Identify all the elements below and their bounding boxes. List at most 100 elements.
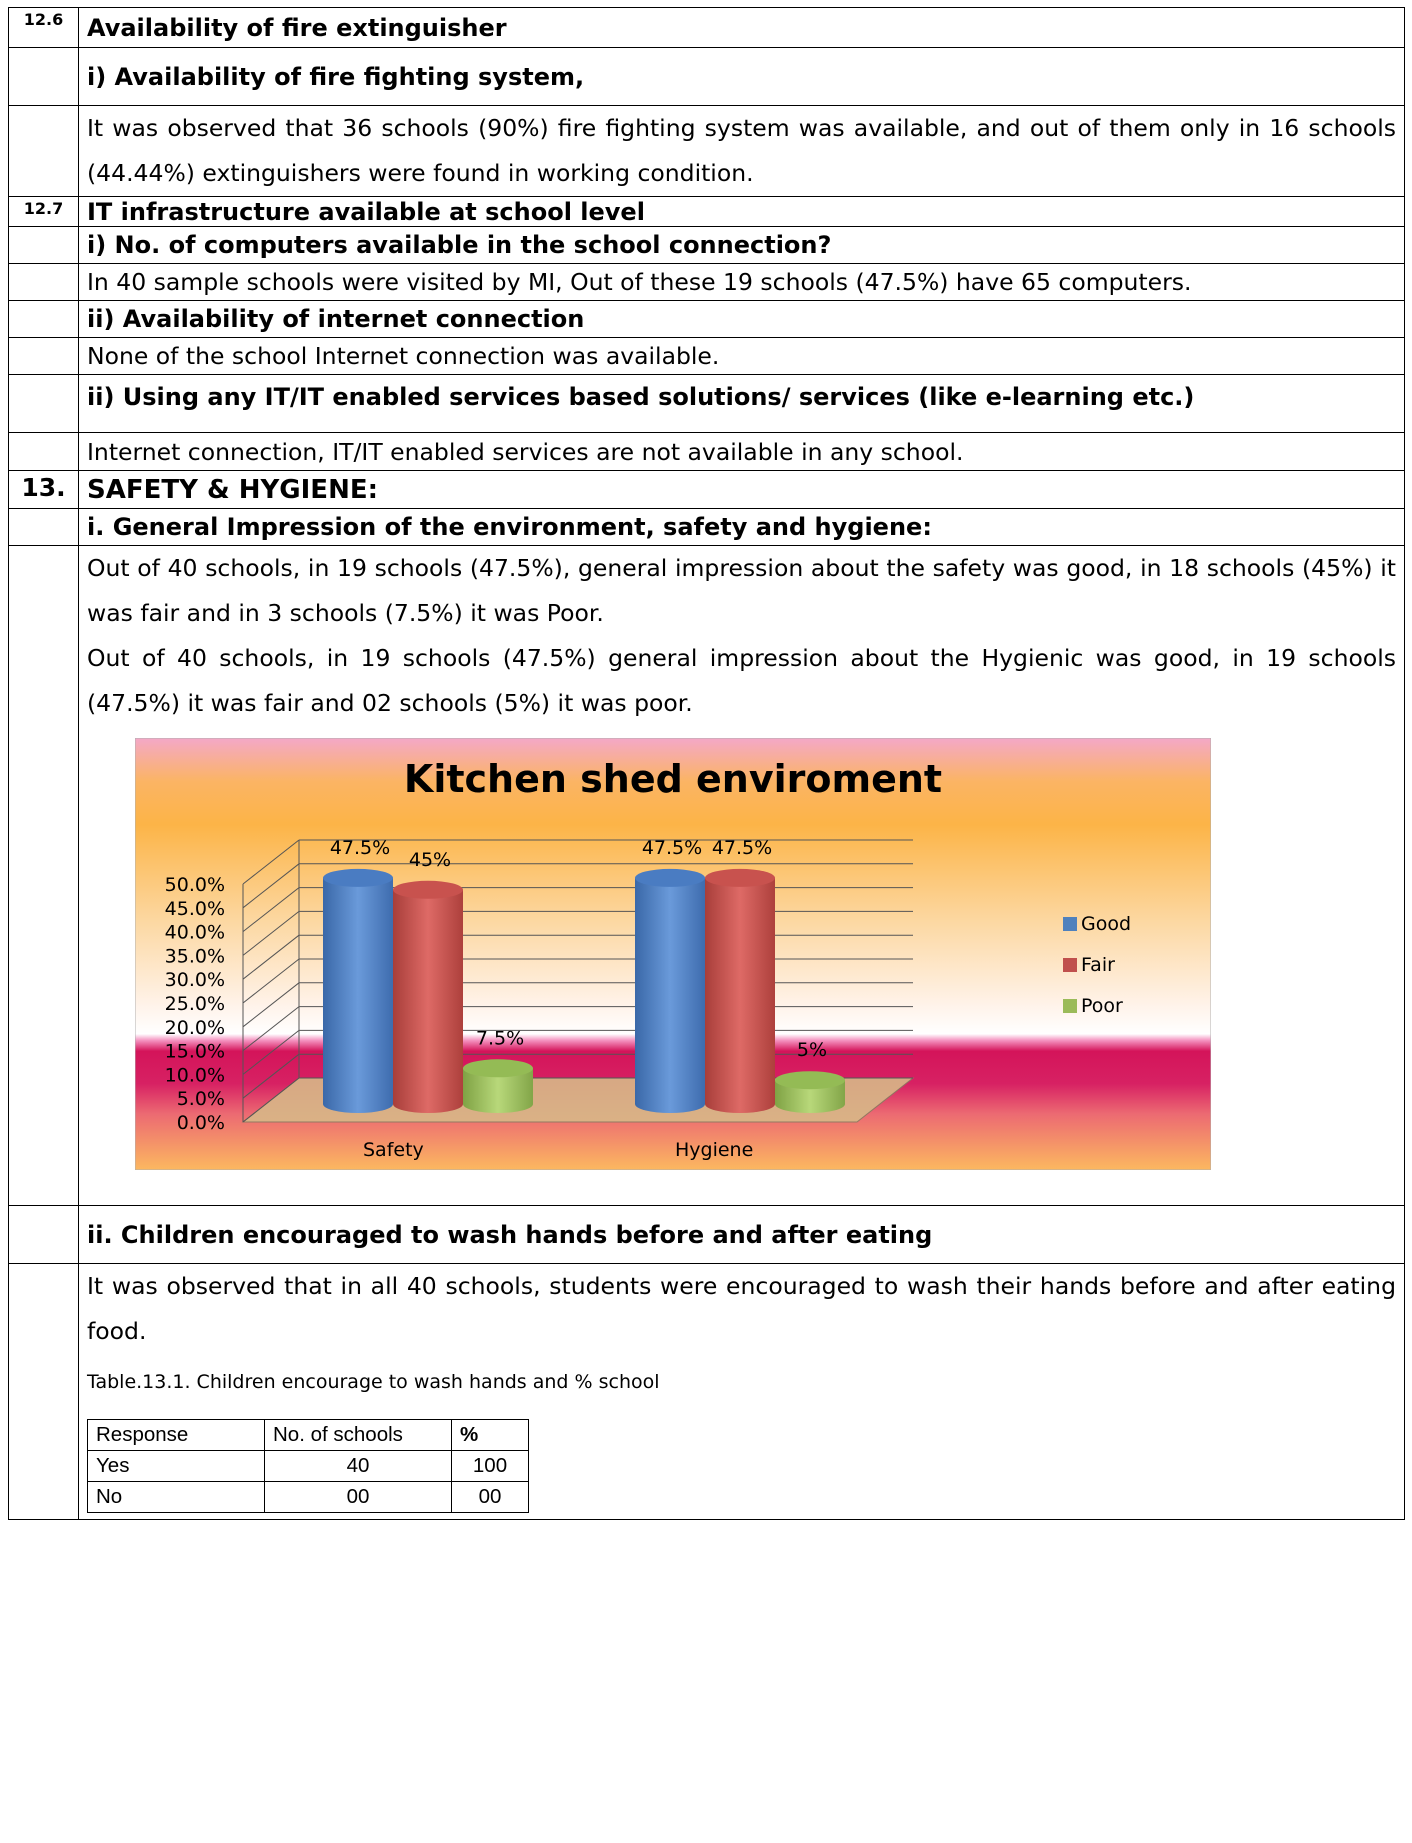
data-label: 47.5% bbox=[642, 837, 702, 859]
legend-label: Poor bbox=[1081, 995, 1123, 1017]
gridline-side bbox=[242, 958, 300, 1004]
paragraph: It was observed that 36 schools (90%) fi… bbox=[78, 105, 1405, 197]
y-tick-label: 20.0% bbox=[165, 1017, 225, 1039]
gridline-side bbox=[242, 887, 300, 932]
chart-container: 0.0% 5.0% 10.0% 15.0% 20.0% 25.0% 30.0% 35.0% 40… bbox=[135, 738, 1211, 1170]
y-tick-label: 40.0% bbox=[165, 922, 225, 944]
gridline-side bbox=[242, 911, 300, 956]
blank-cell bbox=[8, 337, 79, 375]
y-tick-label: 0.0% bbox=[177, 1112, 225, 1134]
y-tick-label: 25.0% bbox=[165, 993, 225, 1015]
bar-top bbox=[635, 868, 705, 887]
gridline-side bbox=[242, 1077, 300, 1123]
data-label: 5% bbox=[797, 1039, 827, 1061]
blank-cell bbox=[8, 300, 79, 338]
gridline-side bbox=[242, 1030, 300, 1075]
y-tick-label: 50.0% bbox=[165, 874, 225, 896]
y-tick-label: 15.0% bbox=[165, 1041, 225, 1063]
paragraph: It was observed that in all 40 schools, … bbox=[87, 1272, 1396, 1345]
bar-top bbox=[323, 868, 393, 887]
legend-label: Fair bbox=[1081, 954, 1115, 976]
legend-swatch-poor bbox=[1063, 999, 1077, 1013]
blank-cell bbox=[8, 226, 79, 264]
y-tick-label: 10.0% bbox=[165, 1064, 225, 1086]
bar-base bbox=[705, 1095, 775, 1113]
bar-base bbox=[323, 1095, 393, 1113]
table-header: % bbox=[451, 1419, 529, 1451]
blank-cell bbox=[8, 105, 79, 197]
paragraph: Out of 40 schools, in 19 schools (47.5%)… bbox=[87, 554, 1396, 627]
bar-top bbox=[775, 1071, 845, 1090]
handwash-table: Response No. of schools % Yes 40 100 No … bbox=[87, 1419, 529, 1513]
gridline-side bbox=[242, 982, 300, 1028]
table-cell: 40 bbox=[264, 1450, 452, 1482]
y-tick-label: 35.0% bbox=[165, 945, 225, 967]
kitchen-shed-chart: 0.0%5.0%10.0%15.0%20.0%25.0%30.0%35.0%40… bbox=[135, 738, 1211, 1170]
legend-swatch-fair bbox=[1063, 958, 1077, 972]
bar-good bbox=[635, 877, 705, 1104]
gridline-side bbox=[242, 1053, 300, 1099]
subsection-heading: i) Availability of fire fighting system, bbox=[78, 47, 1405, 106]
bar-good bbox=[323, 877, 393, 1104]
question-heading: ii) Using any IT/IT enabled services bas… bbox=[78, 374, 1405, 433]
question-heading: i) No. of computers available in the sch… bbox=[78, 226, 1405, 264]
section-number: 12.6 bbox=[8, 7, 79, 48]
bar-top bbox=[705, 868, 775, 887]
table-cell: 00 bbox=[264, 1481, 452, 1513]
legend-label: Good bbox=[1081, 913, 1131, 935]
x-category-label: Safety bbox=[363, 1139, 424, 1161]
y-tick-label: 45.0% bbox=[165, 898, 225, 920]
blank-cell bbox=[8, 545, 79, 1206]
data-label: 7.5% bbox=[476, 1027, 524, 1049]
bar-base bbox=[393, 1095, 463, 1113]
data-label: 47.5% bbox=[330, 837, 390, 859]
subsection-heading: i. General Impression of the environment… bbox=[78, 508, 1405, 546]
blank-cell bbox=[8, 374, 79, 433]
section-heading: Availability of fire extinguisher bbox=[78, 7, 1405, 48]
gridline-side bbox=[242, 934, 300, 980]
handwash-content: It was observed that in all 40 schools, … bbox=[78, 1263, 1405, 1520]
report-table: 12.6 Availability of fire extinguisher i… bbox=[8, 7, 1405, 1520]
section-heading: SAFETY & HYGIENE: bbox=[78, 470, 1405, 509]
blank-cell bbox=[8, 1263, 79, 1520]
bar-top bbox=[463, 1059, 533, 1078]
bar-fair bbox=[393, 889, 463, 1104]
subsection-heading: ii. Children encouraged to wash hands be… bbox=[78, 1205, 1405, 1264]
blank-cell bbox=[8, 47, 79, 106]
gridline-side bbox=[242, 839, 300, 885]
table-header: Response bbox=[87, 1419, 265, 1451]
y-tick-label: 30.0% bbox=[165, 969, 225, 991]
paragraph: Out of 40 schools, in 19 schools (47.5%)… bbox=[87, 644, 1396, 717]
data-label: 45% bbox=[409, 849, 451, 871]
bar-top bbox=[393, 880, 463, 899]
gridline-side bbox=[242, 863, 300, 909]
bar-base bbox=[775, 1095, 845, 1113]
bar-base bbox=[635, 1095, 705, 1113]
table-header: No. of schools bbox=[264, 1419, 452, 1451]
chart-title: Kitchen shed enviroment bbox=[404, 757, 942, 801]
section-number: 13. bbox=[8, 470, 79, 509]
table-cell: No bbox=[87, 1481, 265, 1513]
answer-text: In 40 sample schools were visited by MI,… bbox=[78, 263, 1405, 301]
question-heading: ii) Availability of internet connection bbox=[78, 300, 1405, 338]
y-tick-label: 5.0% bbox=[177, 1088, 225, 1110]
table-cell: Yes bbox=[87, 1450, 265, 1482]
bar-fair bbox=[705, 877, 775, 1104]
section-number: 12.7 bbox=[8, 196, 79, 227]
x-category-label: Hygiene bbox=[675, 1139, 753, 1161]
legend-swatch-good bbox=[1063, 917, 1077, 931]
answer-text: None of the school Internet connection w… bbox=[78, 337, 1405, 375]
blank-cell bbox=[8, 508, 79, 546]
blank-cell bbox=[8, 1205, 79, 1264]
table-cell: 00 bbox=[451, 1481, 529, 1513]
table-cell: 100 bbox=[451, 1450, 529, 1482]
gridline-side bbox=[242, 1006, 300, 1051]
blank-cell bbox=[8, 432, 79, 471]
table-caption: Table.13.1. Children encourage to wash h… bbox=[87, 1371, 660, 1393]
bar-base bbox=[463, 1095, 533, 1113]
data-label: 47.5% bbox=[712, 837, 772, 859]
safety-content: Out of 40 schools, in 19 schools (47.5%)… bbox=[78, 545, 1405, 1206]
section-heading: IT infrastructure available at school le… bbox=[78, 196, 1405, 227]
blank-cell bbox=[8, 263, 79, 301]
answer-text: Internet connection, IT/IT enabled servi… bbox=[78, 432, 1405, 471]
